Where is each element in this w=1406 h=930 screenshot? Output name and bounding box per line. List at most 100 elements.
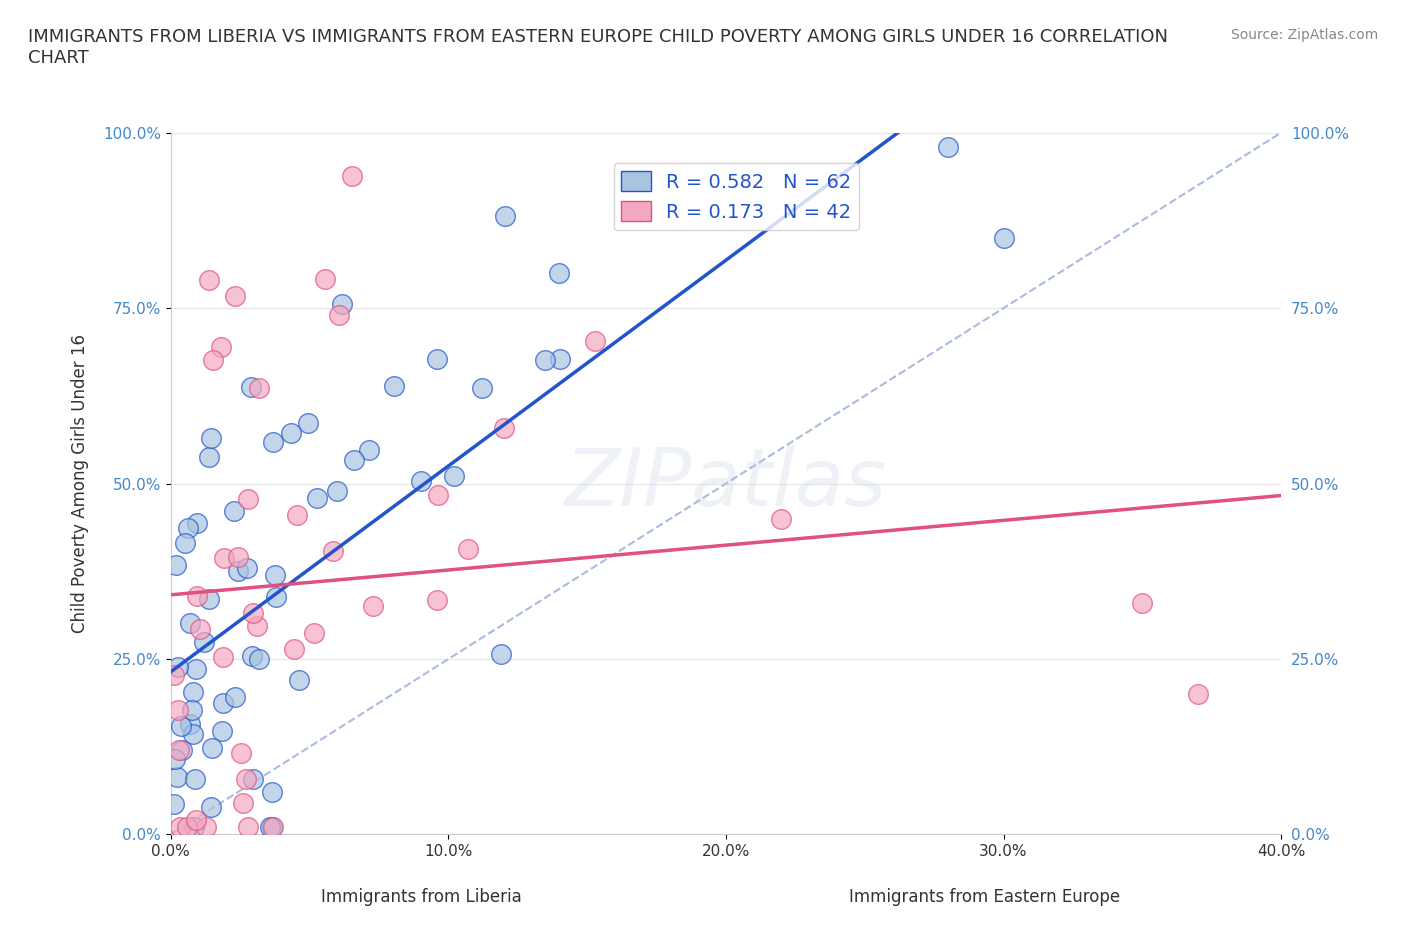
Point	[583, 333, 606, 348]
Point	[242, 605, 264, 620]
Point	[179, 717, 201, 732]
Point	[197, 272, 219, 287]
Point	[263, 568, 285, 583]
Point	[183, 820, 205, 835]
Point	[259, 820, 281, 835]
Point	[167, 659, 190, 674]
Point	[176, 820, 198, 835]
Point	[235, 560, 257, 575]
Point	[183, 684, 205, 699]
Point	[262, 820, 284, 835]
Point	[165, 557, 187, 572]
Point	[443, 469, 465, 484]
Legend: R = 0.582   N = 62, R = 0.173   N = 42: R = 0.582 N = 62, R = 0.173 N = 42	[613, 164, 859, 230]
Point	[240, 379, 263, 394]
Text: ZIPatlas: ZIPatlas	[565, 445, 887, 523]
Point	[993, 231, 1015, 246]
Point	[240, 648, 263, 663]
Point	[314, 272, 336, 286]
Point	[936, 140, 959, 154]
Point	[228, 564, 250, 578]
Point	[211, 724, 233, 738]
Point	[224, 690, 246, 705]
Point	[180, 702, 202, 717]
Point	[200, 799, 222, 814]
Point	[184, 661, 207, 676]
Point	[186, 515, 208, 530]
Point	[280, 426, 302, 441]
Point	[328, 308, 350, 323]
Point	[184, 771, 207, 786]
Y-axis label: Child Poverty Among Girls Under 16: Child Poverty Among Girls Under 16	[72, 334, 89, 633]
Point	[201, 740, 224, 755]
Point	[492, 421, 515, 436]
Point	[247, 380, 270, 395]
Point	[262, 820, 284, 835]
Point	[172, 743, 194, 758]
Point	[285, 508, 308, 523]
Point	[264, 590, 287, 604]
Point	[236, 492, 259, 507]
Point	[343, 453, 366, 468]
Text: IMMIGRANTS FROM LIBERIA VS IMMIGRANTS FROM EASTERN EUROPE CHILD POVERTY AMONG GI: IMMIGRANTS FROM LIBERIA VS IMMIGRANTS FR…	[28, 28, 1168, 67]
Point	[770, 512, 793, 526]
Point	[547, 266, 569, 281]
Point	[236, 820, 259, 835]
Point	[229, 746, 252, 761]
Point	[489, 647, 512, 662]
Point	[242, 771, 264, 786]
Point	[163, 667, 186, 682]
Point	[382, 379, 405, 393]
Point	[201, 352, 224, 367]
Point	[162, 797, 184, 812]
Point	[186, 813, 208, 828]
Point	[166, 770, 188, 785]
Text: Source: ZipAtlas.com: Source: ZipAtlas.com	[1230, 28, 1378, 42]
Point	[330, 297, 353, 312]
Point	[188, 621, 211, 636]
Point	[359, 443, 381, 458]
Point	[548, 352, 571, 366]
Point	[226, 550, 249, 565]
Point	[246, 618, 269, 633]
Point	[198, 450, 221, 465]
Point	[471, 380, 494, 395]
Point	[198, 591, 221, 606]
Point	[283, 642, 305, 657]
Point	[209, 339, 232, 354]
Point	[325, 484, 347, 498]
Point	[167, 703, 190, 718]
Point	[1130, 595, 1153, 610]
Point	[1187, 686, 1209, 701]
Point	[232, 795, 254, 810]
Point	[169, 820, 191, 835]
Point	[426, 592, 449, 607]
Point	[297, 416, 319, 431]
Point	[212, 696, 235, 711]
Point	[247, 652, 270, 667]
Point	[174, 536, 197, 551]
Point	[200, 431, 222, 445]
Point	[163, 751, 186, 766]
Point	[222, 504, 245, 519]
Point	[176, 521, 198, 536]
Text: Immigrants from Eastern Europe: Immigrants from Eastern Europe	[849, 888, 1119, 906]
Point	[193, 634, 215, 649]
Point	[181, 727, 204, 742]
Point	[211, 650, 233, 665]
Point	[212, 551, 235, 565]
Point	[457, 542, 479, 557]
Point	[494, 208, 516, 223]
Point	[409, 473, 432, 488]
Point	[167, 742, 190, 757]
Point	[361, 599, 384, 614]
Text: Immigrants from Liberia: Immigrants from Liberia	[322, 888, 522, 906]
Point	[534, 352, 557, 367]
Point	[302, 626, 325, 641]
Point	[305, 491, 328, 506]
Point	[194, 820, 217, 835]
Point	[426, 352, 449, 366]
Point	[426, 488, 449, 503]
Point	[186, 589, 208, 604]
Point	[179, 616, 201, 631]
